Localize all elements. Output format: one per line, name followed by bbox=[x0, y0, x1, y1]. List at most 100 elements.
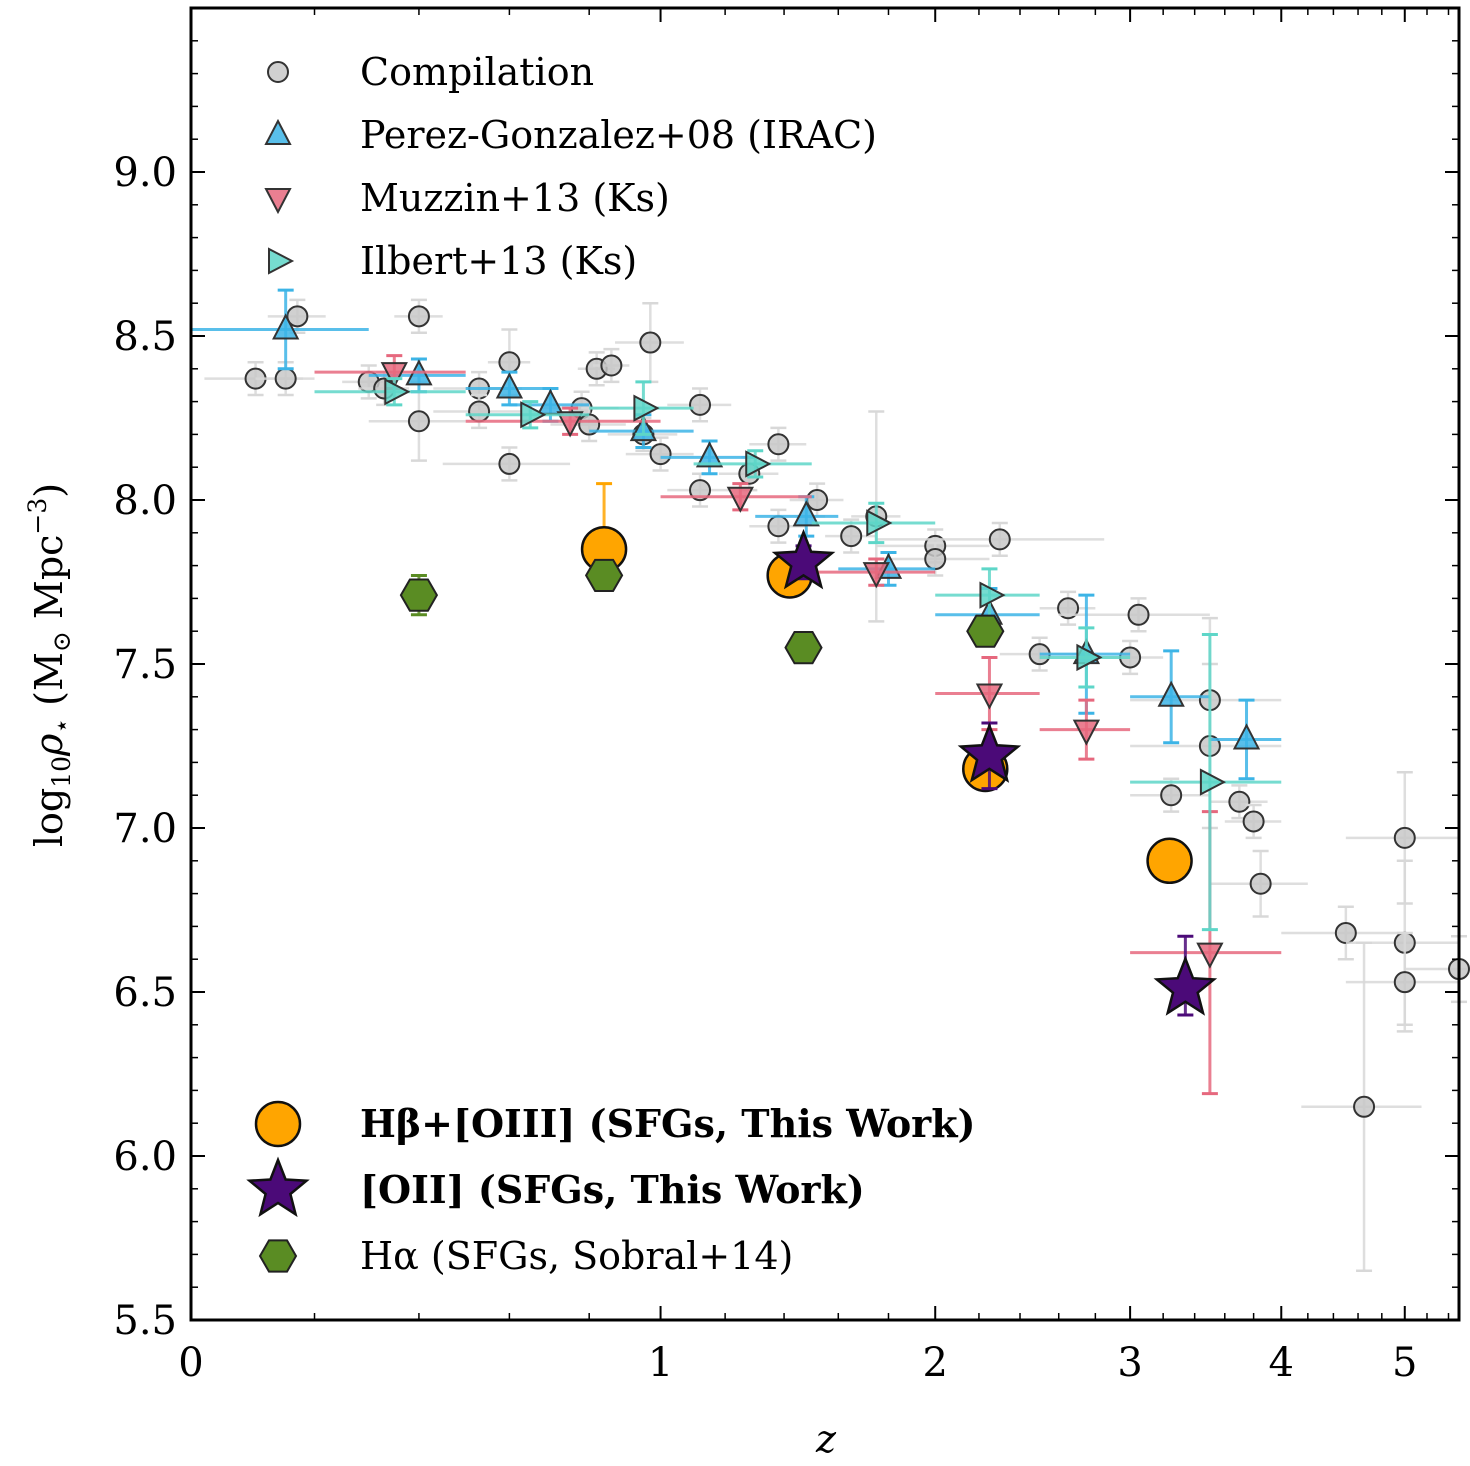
legend-marker-hb_oiii bbox=[254, 1100, 302, 1148]
legend-top: Compilation Perez-Gonzalez+08 (IRAC) Muzzi… bbox=[264, 50, 877, 283]
data-point bbox=[695, 441, 724, 468]
y-tick-label: 7.5 bbox=[113, 642, 177, 688]
series-perez bbox=[191, 288, 1282, 781]
data-point bbox=[286, 305, 309, 328]
data-point bbox=[1196, 942, 1224, 969]
data-point bbox=[536, 388, 565, 415]
data-point bbox=[840, 525, 863, 548]
data-point bbox=[1199, 768, 1227, 796]
data-point bbox=[745, 450, 772, 478]
data-point bbox=[975, 683, 1004, 710]
data-point bbox=[272, 313, 300, 340]
legend-marker-muzzin bbox=[264, 188, 292, 215]
plot-area bbox=[191, 288, 1470, 1273]
plot-frame bbox=[189, 6, 1461, 1322]
legend-bottom: Hβ+[OIII] (SFGs, This Work) [OII] (SFGs, … bbox=[246, 1100, 976, 1278]
legend-label-halpha: Hα (SFGs, Sobral+14) bbox=[360, 1234, 793, 1278]
data-point bbox=[792, 500, 820, 527]
data-point bbox=[633, 394, 660, 422]
data-point bbox=[520, 401, 547, 429]
data-point bbox=[767, 433, 790, 456]
data-point bbox=[862, 562, 890, 589]
x-tick-label: 4 bbox=[1269, 1340, 1294, 1386]
data-point bbox=[556, 411, 584, 438]
legend-label-perez: Perez-Gonzalez+08 (IRAC) bbox=[360, 113, 877, 157]
legend-marker-halpha bbox=[258, 1239, 298, 1273]
svg-text:log10ρ⋆ (M⊙ Mpc−3): log10ρ⋆ (M⊙ Mpc−3) bbox=[23, 483, 76, 847]
data-point bbox=[639, 331, 662, 354]
data-point bbox=[1334, 921, 1357, 944]
legend-label-hb_oiii: Hβ+[OIII] (SFGs, This Work) bbox=[360, 1101, 976, 1146]
series-oii bbox=[771, 528, 1218, 1017]
y-tick-label: 6.0 bbox=[113, 1134, 177, 1180]
data-point bbox=[784, 631, 823, 665]
data-point bbox=[689, 393, 712, 416]
data-point bbox=[1393, 971, 1416, 994]
data-point bbox=[689, 479, 712, 502]
legend-marker-oii bbox=[246, 1156, 310, 1218]
data-point bbox=[866, 509, 893, 537]
data-point bbox=[498, 351, 521, 374]
y-tick-label: 8.0 bbox=[113, 478, 177, 524]
x-tick-label: 0 bbox=[178, 1340, 203, 1386]
legend-label-oii: [OII] (SFGs, This Work) bbox=[360, 1167, 865, 1212]
y-axis: 5.5 6.0 6.5 7.0 7.5 8.0 8.5 9.0 bbox=[113, 7, 1459, 1344]
legend-label-compilation: Compilation bbox=[360, 50, 594, 94]
data-point bbox=[1127, 603, 1150, 626]
data-point bbox=[979, 581, 1006, 609]
legend-label-muzzin: Muzzin+13 (Ks) bbox=[360, 176, 670, 220]
data-point bbox=[274, 367, 297, 390]
data-point bbox=[407, 410, 430, 433]
data-point bbox=[1242, 810, 1265, 833]
data-point bbox=[1072, 719, 1101, 746]
x-axis: 0 1 2 3 4 5 bbox=[178, 8, 1450, 1386]
data-point bbox=[1057, 597, 1080, 620]
y-axis-label-log: log bbox=[27, 788, 71, 847]
data-point bbox=[1160, 784, 1183, 807]
x-axis-label: z bbox=[815, 1417, 837, 1461]
data-point bbox=[1249, 872, 1272, 895]
data-point bbox=[584, 558, 624, 592]
data-point bbox=[407, 305, 430, 328]
legend-label-ilbert: Ilbert+13 (Ks) bbox=[360, 239, 637, 283]
y-tick-label: 7.0 bbox=[113, 806, 177, 852]
data-point bbox=[384, 378, 411, 406]
y-tick-label: 8.5 bbox=[113, 314, 177, 360]
series-ilbert bbox=[314, 377, 1282, 932]
data-point bbox=[767, 515, 790, 538]
data-point bbox=[1228, 790, 1251, 813]
x-tick-label: 5 bbox=[1392, 1340, 1417, 1386]
data-point bbox=[988, 528, 1011, 551]
data-point bbox=[1353, 1095, 1376, 1118]
x-tick-label: 2 bbox=[922, 1340, 947, 1386]
data-point bbox=[1153, 955, 1218, 1016]
y-tick-label: 5.5 bbox=[113, 1298, 177, 1344]
data-point bbox=[1232, 723, 1261, 750]
data-point bbox=[957, 722, 1022, 783]
data-point bbox=[468, 400, 491, 423]
data-point bbox=[1076, 643, 1103, 672]
x-tick-label: 3 bbox=[1117, 1340, 1142, 1386]
data-point bbox=[498, 452, 521, 475]
legend-marker-ilbert bbox=[268, 247, 295, 275]
data-point bbox=[1393, 826, 1416, 849]
legend-marker-compilation bbox=[267, 61, 289, 83]
series-hb_oiii bbox=[580, 482, 1193, 885]
data-point bbox=[380, 362, 408, 389]
data-point bbox=[924, 548, 947, 571]
y-tick-label: 9.0 bbox=[113, 150, 177, 196]
y-axis-label: log10ρ⋆ (M⊙ Mpc−3) bbox=[23, 483, 76, 847]
x-tick-label: 1 bbox=[648, 1340, 673, 1386]
series-halpha bbox=[399, 558, 1005, 665]
data-point bbox=[649, 443, 672, 466]
data-point bbox=[1146, 837, 1193, 885]
data-point bbox=[495, 372, 524, 399]
data-point bbox=[771, 528, 836, 590]
data-point bbox=[399, 578, 439, 612]
legend-marker-perez bbox=[264, 118, 292, 145]
data-point bbox=[1157, 680, 1185, 707]
data-point bbox=[600, 354, 623, 377]
data-point bbox=[966, 614, 1005, 648]
data-point bbox=[806, 489, 829, 511]
